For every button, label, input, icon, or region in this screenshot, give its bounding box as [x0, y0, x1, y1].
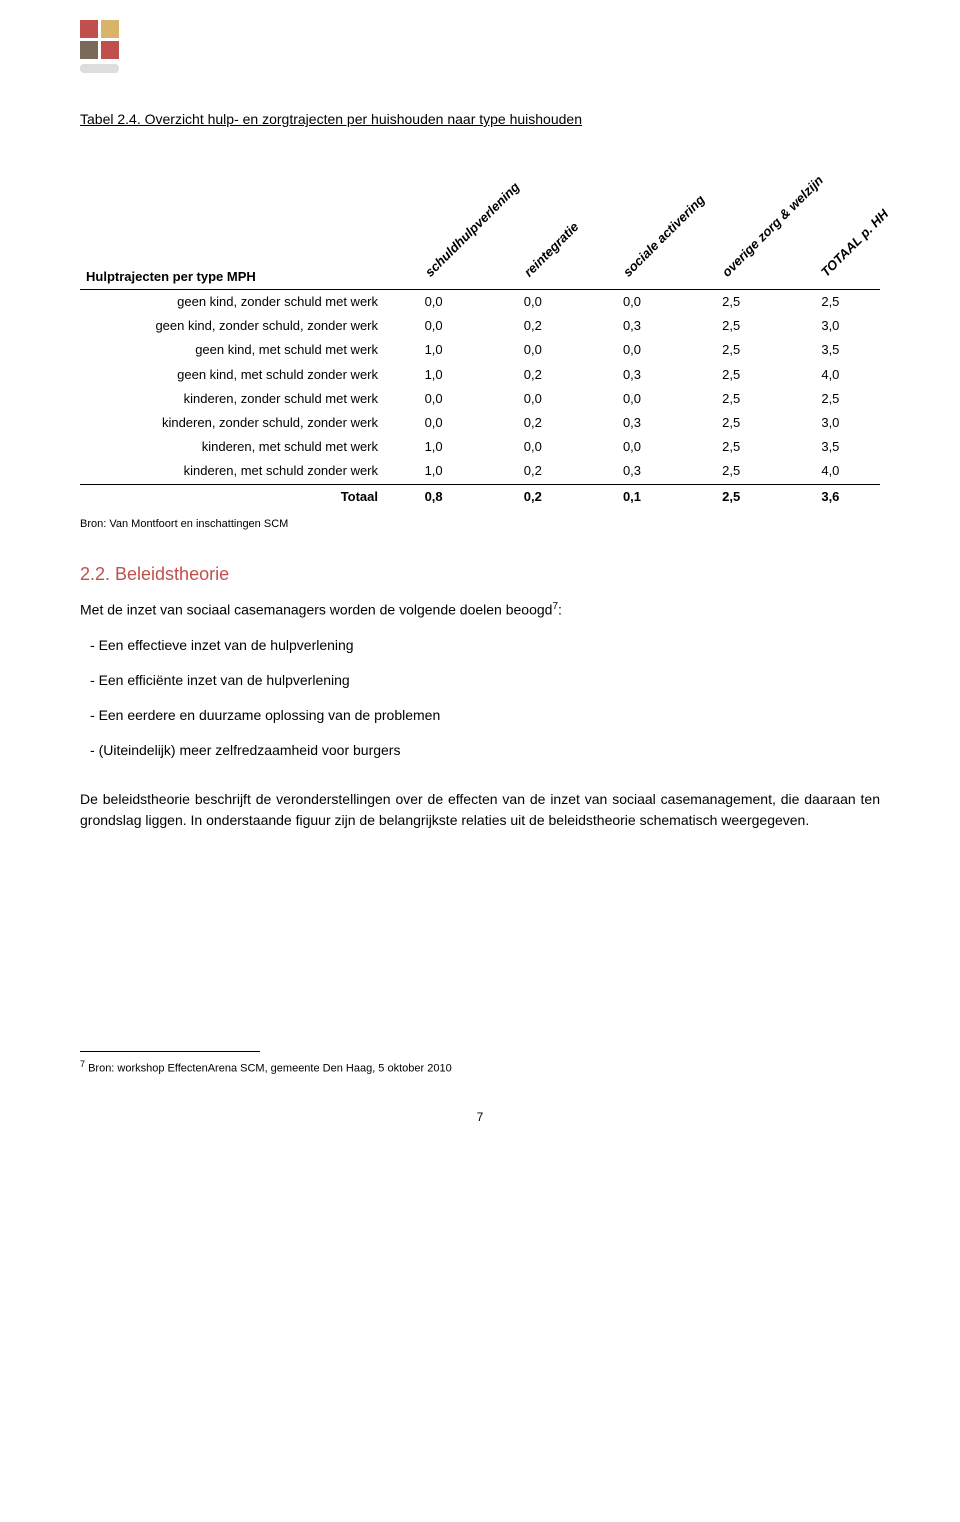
table-cell: 0,0: [384, 411, 483, 435]
table-cell: 0,0: [384, 314, 483, 338]
table-cell: 0,3: [582, 314, 681, 338]
table-cell: 2,5: [682, 338, 781, 362]
row-label: geen kind, met schuld zonder werk: [80, 363, 384, 387]
col-header-label: reintegratie: [520, 218, 583, 281]
intro-text-pre: Met de inzet van sociaal casemanagers wo…: [80, 602, 552, 618]
body-paragraph: De beleidstheorie beschrijft de veronder…: [80, 789, 880, 831]
table-cell: 0,0: [483, 435, 582, 459]
col-header-label: TOTAAL p. HH: [818, 205, 894, 281]
table-caption: Tabel 2.4. Overzicht hulp- en zorgtrajec…: [80, 110, 880, 130]
table-cell: 0,0: [582, 435, 681, 459]
table-cell: 2,5: [781, 387, 880, 411]
table-row: kinderen, met schuld zonder werk1,00,20,…: [80, 459, 880, 484]
logo-squares-icon: [80, 20, 140, 80]
section-body: Met de inzet van sociaal casemanagers wo…: [80, 599, 880, 831]
table-cell: 0,2: [483, 459, 582, 484]
table-row: kinderen, met schuld met werk1,00,00,02,…: [80, 435, 880, 459]
bullet-item: Een eerdere en duurzame oplossing van de…: [80, 705, 880, 726]
table-cell: 0,0: [582, 338, 681, 362]
table-cell: 3,5: [781, 338, 880, 362]
bullet-item: Een efficiënte inzet van de hulpverlenin…: [80, 670, 880, 691]
col-header: overige zorg & welzijn: [682, 150, 781, 290]
footnote-text: Bron: workshop EffectenArena SCM, gemeen…: [85, 1063, 452, 1075]
total-cell: 0,2: [483, 484, 582, 509]
table-cell: 0,0: [384, 387, 483, 411]
table-cell: 0,2: [483, 363, 582, 387]
bullet-item: Een effectieve inzet van de hulpverlenin…: [80, 635, 880, 656]
table-cell: 0,0: [384, 290, 483, 315]
table-cell: 3,0: [781, 314, 880, 338]
table-row: geen kind, met schuld met werk1,00,00,02…: [80, 338, 880, 362]
row-label: geen kind, met schuld met werk: [80, 338, 384, 362]
table-header-row: Hulptrajecten per type MPH schuldhulpver…: [80, 150, 880, 290]
total-label: Totaal: [80, 484, 384, 509]
total-cell: 0,1: [582, 484, 681, 509]
table-cell: 1,0: [384, 338, 483, 362]
row-label: kinderen, met schuld met werk: [80, 435, 384, 459]
table-row: geen kind, met schuld zonder werk1,00,20…: [80, 363, 880, 387]
total-cell: 3,6: [781, 484, 880, 509]
table-cell: 4,0: [781, 363, 880, 387]
table-source: Bron: Van Montfoort en inschattingen SCM: [80, 517, 880, 532]
total-cell: 0,8: [384, 484, 483, 509]
footnote-separator: [80, 1051, 260, 1052]
section-heading: 2.2. Beleidstheorie: [80, 562, 880, 587]
col-header: reintegratie: [483, 150, 582, 290]
table-cell: 2,5: [682, 459, 781, 484]
row-label: kinderen, zonder schuld, zonder werk: [80, 411, 384, 435]
table-cell: 4,0: [781, 459, 880, 484]
table-cell: 0,0: [483, 338, 582, 362]
table-cell: 3,0: [781, 411, 880, 435]
total-cell: 2,5: [682, 484, 781, 509]
table-cell: 2,5: [682, 290, 781, 315]
data-table: Hulptrajecten per type MPH schuldhulpver…: [80, 150, 880, 509]
table-cell: 0,3: [582, 363, 681, 387]
bullet-item: (Uiteindelijk) meer zelfredzaamheid voor…: [80, 740, 880, 761]
col-header: schuldhulpverlening: [384, 150, 483, 290]
table-row: geen kind, zonder schuld met werk0,00,00…: [80, 290, 880, 315]
row-header-label: Hulptrajecten per type MPH: [80, 150, 384, 290]
table-cell: 0,3: [582, 411, 681, 435]
row-label: kinderen, zonder schuld met werk: [80, 387, 384, 411]
col-header: TOTAAL p. HH: [781, 150, 880, 290]
col-header: sociale activering: [582, 150, 681, 290]
row-label: kinderen, met schuld zonder werk: [80, 459, 384, 484]
table-cell: 0,2: [483, 314, 582, 338]
footnote: 7 Bron: workshop EffectenArena SCM, geme…: [80, 1058, 880, 1077]
table-cell: 0,0: [483, 290, 582, 315]
table-total-row: Totaal 0,8 0,2 0,1 2,5 3,6: [80, 484, 880, 509]
intro-text-post: :: [558, 602, 562, 618]
table-cell: 0,3: [582, 459, 681, 484]
table-cell: 1,0: [384, 363, 483, 387]
table-cell: 2,5: [682, 435, 781, 459]
table-cell: 2,5: [682, 387, 781, 411]
table-cell: 0,0: [582, 387, 681, 411]
intro-paragraph: Met de inzet van sociaal casemanagers wo…: [80, 599, 880, 621]
table-row: geen kind, zonder schuld, zonder werk0,0…: [80, 314, 880, 338]
logo: [80, 20, 880, 80]
table-cell: 2,5: [682, 314, 781, 338]
row-label: geen kind, zonder schuld met werk: [80, 290, 384, 315]
row-label: geen kind, zonder schuld, zonder werk: [80, 314, 384, 338]
table-cell: 0,0: [582, 290, 681, 315]
table-row: kinderen, zonder schuld, zonder werk0,00…: [80, 411, 880, 435]
table-cell: 2,5: [781, 290, 880, 315]
table-cell: 0,0: [483, 387, 582, 411]
table-cell: 1,0: [384, 435, 483, 459]
page-number: 7: [80, 1109, 880, 1126]
table-cell: 3,5: [781, 435, 880, 459]
table-row: kinderen, zonder schuld met werk0,00,00,…: [80, 387, 880, 411]
table-cell: 2,5: [682, 411, 781, 435]
table-cell: 1,0: [384, 459, 483, 484]
table-cell: 2,5: [682, 363, 781, 387]
table-cell: 0,2: [483, 411, 582, 435]
